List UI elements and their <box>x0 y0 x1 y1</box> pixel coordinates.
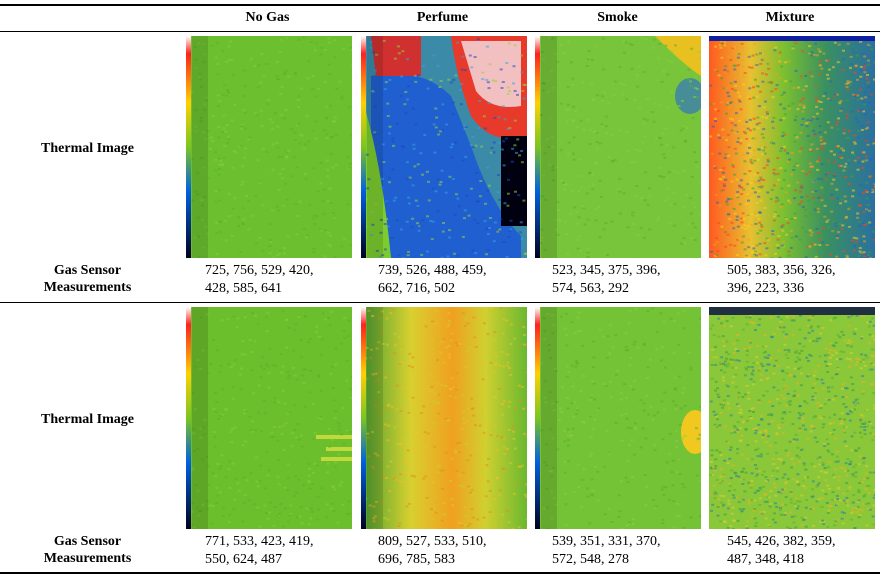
gas-sensor-measurements-no-gas: 725, 756, 529, 420, 428, 585, 641 <box>205 263 314 296</box>
row-label-gas-sensor: Gas Sensor Measurements <box>20 262 155 296</box>
gas-sensor-measurements-no-gas: 771, 533, 423, 419, 550, 624, 487 <box>205 534 314 567</box>
row-label-thermal-image: Thermal Image <box>41 141 134 156</box>
header-rule <box>0 31 880 32</box>
row-label-gas-sensor: Gas Sensor Measurements <box>20 533 155 567</box>
row-label-thermal-image: Thermal Image <box>41 412 134 427</box>
row-label-gas-sensor-line1: Gas Sensor <box>53 263 122 278</box>
gas-sensor-measurements-perfume: 739, 526, 488, 459, 662, 716, 502 <box>378 263 487 296</box>
thermal-image-mixture <box>709 307 875 529</box>
gas-sensor-measurements-perfume: 809, 527, 533, 510, 696, 785, 583 <box>378 534 487 567</box>
row-label-gas-sensor-line2: Measurements <box>43 551 132 566</box>
row-divider-rule <box>0 302 880 303</box>
column-header-mixture: Mixture <box>765 10 815 25</box>
thermal-image-smoke <box>535 307 701 529</box>
row-label-gas-sensor-line2: Measurements <box>43 280 132 295</box>
column-header-no-gas: No Gas <box>245 10 290 25</box>
thermal-image-perfume <box>361 36 527 258</box>
gas-sensor-measurements-mixture: 545, 426, 382, 359, 487, 348, 418 <box>727 534 836 567</box>
top-rule <box>0 4 880 6</box>
thermal-image-no-gas <box>186 307 352 529</box>
thermal-image-perfume <box>361 307 527 529</box>
gas-sensor-measurements-smoke: 539, 351, 331, 370, 572, 548, 278 <box>552 534 661 567</box>
column-header-perfume: Perfume <box>416 10 469 25</box>
gas-sensor-measurements-mixture: 505, 383, 356, 326, 396, 223, 336 <box>727 263 836 296</box>
gas-sensor-measurements-smoke: 523, 345, 375, 396, 574, 563, 292 <box>552 263 661 296</box>
column-header-smoke: Smoke <box>597 10 638 25</box>
thermal-image-mixture <box>709 36 875 258</box>
thermal-image-smoke <box>535 36 701 258</box>
row-label-gas-sensor-line1: Gas Sensor <box>53 534 122 549</box>
bottom-rule <box>0 572 880 574</box>
thermal-image-no-gas <box>186 36 352 258</box>
